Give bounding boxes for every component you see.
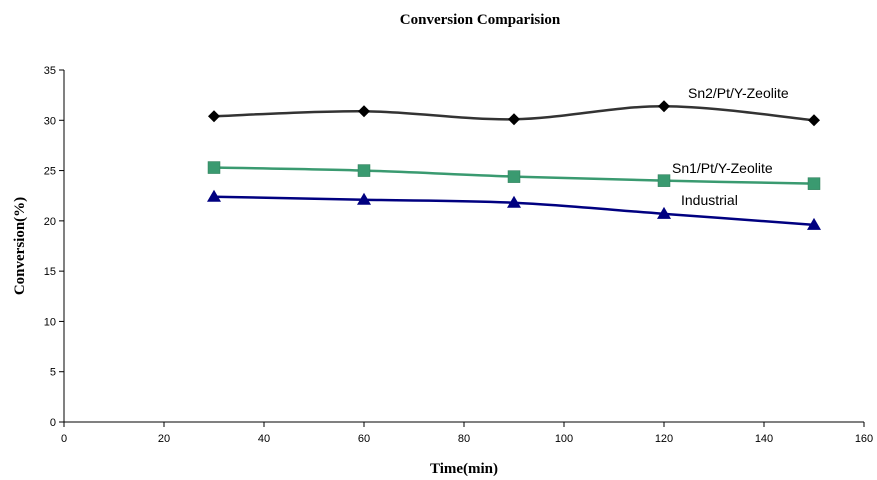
y-tick-label: 35 [44, 65, 56, 77]
data-point-sn2-pt-y-zeolite [508, 113, 520, 126]
x-tick-label: 60 [358, 433, 370, 445]
data-point-sn1-pt-y-zeolite [507, 170, 521, 183]
data-point-sn1-pt-y-zeolite [657, 174, 671, 187]
y-tick-label: 30 [44, 115, 56, 127]
data-point-sn2-pt-y-zeolite [358, 105, 370, 118]
data-point-industrial [807, 217, 821, 230]
x-tick-label: 140 [755, 433, 773, 445]
data-point-industrial [657, 206, 671, 219]
x-tick-label: 160 [855, 433, 873, 445]
data-point-sn2-pt-y-zeolite [808, 114, 820, 127]
x-tick-label: 20 [158, 433, 170, 445]
x-tick-label: 40 [258, 433, 270, 445]
data-point-sn2-pt-y-zeolite [658, 100, 670, 113]
data-point-sn1-pt-y-zeolite [207, 161, 221, 174]
data-point-sn1-pt-y-zeolite [357, 164, 371, 177]
data-point-industrial [207, 189, 221, 202]
y-tick-label: 0 [50, 417, 56, 429]
y-tick-label: 25 [44, 166, 56, 178]
data-point-sn1-pt-y-zeolite [807, 177, 821, 190]
y-axis-title: Conversion(%) [12, 197, 28, 295]
x-tick-label: 100 [555, 433, 573, 445]
axes: 0 5 10 15 20 25 30 35 0 20 40 60 80 100 120 140 160 [44, 65, 873, 445]
data-point-sn2-pt-y-zeolite [208, 110, 220, 123]
series-industrial [207, 189, 821, 230]
series-label-industrial: Industrial [681, 192, 738, 208]
series-sn2-pt-y-zeolite [208, 100, 820, 127]
series-label-sn1-pt-y-zeolite: Sn1/Pt/Y-Zeolite [672, 160, 773, 176]
data-point-industrial [357, 192, 371, 205]
series-layer [207, 100, 821, 230]
y-tick-label: 10 [44, 316, 56, 328]
series-labels: Sn2/Pt/Y-Zeolite Sn1/Pt/Y-Zeolite Industri… [672, 85, 789, 208]
x-tick-label: 0 [61, 433, 67, 445]
chart-title: Conversion Comparision [400, 12, 561, 28]
x-tick-label: 120 [655, 433, 673, 445]
y-tick-label: 20 [44, 216, 56, 228]
series-sn1-pt-y-zeolite [207, 161, 821, 190]
y-tick-label: 5 [50, 367, 56, 379]
data-point-industrial [507, 195, 521, 208]
x-axis-title: Time(min) [430, 461, 498, 477]
series-label-sn2-pt-y-zeolite: Sn2/Pt/Y-Zeolite [688, 85, 789, 101]
x-tick-label: 80 [458, 433, 470, 445]
y-tick-label: 15 [44, 266, 56, 278]
